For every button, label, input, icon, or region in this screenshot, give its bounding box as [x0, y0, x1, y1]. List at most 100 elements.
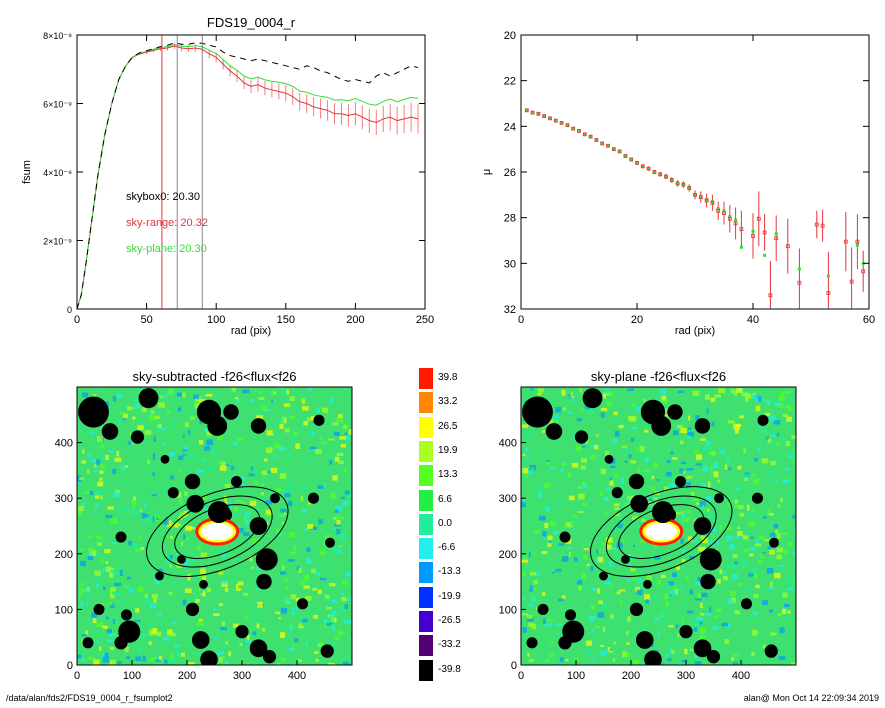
mu-point-range	[646, 166, 651, 171]
sky-subtracted-noise-patch	[258, 396, 265, 400]
sky-subtracted-noise-patch	[87, 552, 92, 555]
sky-subtracted-noise-patch	[291, 607, 295, 612]
sky-plane-noise-patch	[669, 648, 673, 655]
colorbar-level-label: 19.9	[438, 444, 458, 456]
sky-plane-noise-patch	[607, 647, 611, 652]
sky-plane-noise-patch	[527, 653, 530, 657]
sky-subtracted-noise-patch	[187, 662, 195, 665]
mu-point-range	[664, 174, 668, 179]
sky-subtracted-noise-patch	[174, 415, 178, 419]
sky-subtracted-noise-patch	[348, 429, 352, 435]
sky-subtracted-noise-patch	[148, 641, 152, 645]
sky-plane-noise-patch	[575, 445, 582, 452]
sky-subtracted-noise-patch	[341, 596, 347, 602]
sky-plane-noise-patch	[689, 589, 694, 595]
sky-plane-noise-patch	[718, 388, 726, 394]
sky-subtracted-noise-patch	[152, 472, 156, 476]
sky-subtracted-noise-patch	[154, 578, 161, 584]
sky-subtracted-noise-patch	[166, 523, 174, 528]
sky-plane-noise-patch	[765, 436, 770, 441]
sky-subtracted-noise-patch	[334, 523, 342, 527]
sky-subtracted-noise-patch	[301, 473, 306, 476]
sky-subtracted-noise-patch	[289, 551, 297, 555]
sky-subtracted-noise-patch	[130, 509, 137, 516]
sky-plane-noise-patch	[561, 389, 566, 396]
sky-plane-noise-patch	[735, 428, 740, 434]
sky-subtracted-noise-patch	[243, 593, 249, 596]
sky-plane-noise-patch	[707, 481, 711, 488]
sky-subtracted-noise-patch	[288, 415, 296, 419]
sky-plane-masked-source	[694, 418, 711, 434]
sky-subtracted-noise-patch	[228, 651, 232, 657]
sky-subtracted-noise-patch	[182, 392, 186, 398]
sky-subtracted-noise-patch	[339, 436, 346, 440]
sky-plane-noise-patch	[768, 513, 774, 516]
sky-plane-noise-patch	[661, 574, 666, 579]
sky-plane-noise-patch	[546, 461, 551, 465]
sky-subtracted-noise-patch	[329, 610, 337, 616]
sky-subtracted-noise-patch	[111, 542, 117, 545]
colorbar-cell	[419, 562, 433, 584]
sky-subtracted-noise-patch	[144, 592, 148, 596]
sky-plane-noise-patch	[527, 470, 534, 475]
sky-plane-masked-source	[651, 501, 674, 524]
sky-plane-noise-patch	[734, 390, 738, 396]
mu-point-plane	[525, 108, 529, 112]
sky-subtracted-noise-patch	[169, 562, 173, 568]
sky-plane-noise-patch	[729, 590, 736, 596]
sky-plane-noise-patch	[687, 536, 693, 542]
sky-subtracted-noise-patch	[303, 585, 310, 589]
sky-plane-noise-patch	[555, 623, 562, 626]
mu-point-plane	[687, 186, 691, 190]
sky-plane-noise-patch	[780, 532, 788, 535]
sky-subtracted-noise-patch	[196, 621, 204, 626]
mu-y-tick-label: 28	[504, 213, 516, 225]
sky-plane-noise-patch	[735, 535, 739, 539]
sky-plane-noise-patch	[627, 556, 633, 560]
sky-plane-masked-source	[714, 493, 724, 504]
mu-point-range	[565, 123, 570, 128]
sky-plane-noise-patch	[745, 398, 749, 402]
sky-plane-noise-patch	[705, 394, 710, 400]
sky-plane-noise-patch	[727, 420, 735, 424]
sky-plane-noise-patch	[528, 659, 534, 662]
sky-subtracted-noise-patch	[310, 429, 313, 436]
sky-subtracted-noise-patch	[336, 417, 344, 423]
sky-plane-noise-patch	[604, 450, 609, 457]
sky-subtracted-masked-source	[249, 639, 268, 658]
sky-subtracted-annulus-ellipse	[174, 504, 261, 559]
sky-subtracted-noise-patch	[184, 422, 189, 427]
sky-subtracted-noise-patch	[178, 498, 183, 505]
colorbar-level-label: -39.8	[438, 663, 461, 675]
sky-subtracted-noise-patch	[206, 439, 213, 446]
sky-plane-noise-patch	[762, 644, 769, 649]
sky-subtracted-noise-patch	[332, 641, 336, 647]
sky-subtracted-noise-patch	[154, 415, 160, 420]
sky-subtracted-noise-patch	[293, 545, 296, 551]
sky-plane-noise-patch	[749, 536, 755, 539]
sky-subtracted-noise-patch	[96, 623, 102, 627]
sky-plane-noise-patch	[629, 521, 636, 525]
sky-subtracted-masked-source	[82, 637, 94, 649]
sky-plane-noise-patch	[643, 429, 649, 433]
sky-plane-noise-patch	[586, 563, 590, 567]
sky-plane-noise-patch	[673, 586, 676, 591]
sky-plane-noise-patch	[598, 548, 604, 555]
sky-plane-noise-patch	[535, 571, 540, 577]
sky-plane-noise-patch	[588, 615, 595, 622]
sky-subtracted-noise-patch	[134, 510, 140, 514]
fsum-series-line-2	[76, 42, 419, 310]
sky-subtracted-noise-patch	[190, 416, 195, 420]
sky-plane-noise-patch	[675, 511, 681, 515]
sky-subtracted-noise-patch	[285, 586, 289, 591]
sky-plane-noise-patch	[657, 632, 661, 637]
sky-plane-noise-patch	[735, 424, 742, 427]
sky-subtracted-noise-patch	[148, 629, 156, 636]
sky-plane-noise-patch	[612, 438, 618, 444]
sky-plane-noise-patch	[623, 502, 631, 506]
sky-plane-noise-patch	[585, 649, 592, 656]
sky-subtracted-noise-patch	[127, 441, 132, 445]
sky-subtracted-noise-patch	[94, 469, 100, 472]
sky-subtracted-masked-source	[114, 636, 128, 650]
sky-plane-masked-source	[574, 430, 589, 444]
